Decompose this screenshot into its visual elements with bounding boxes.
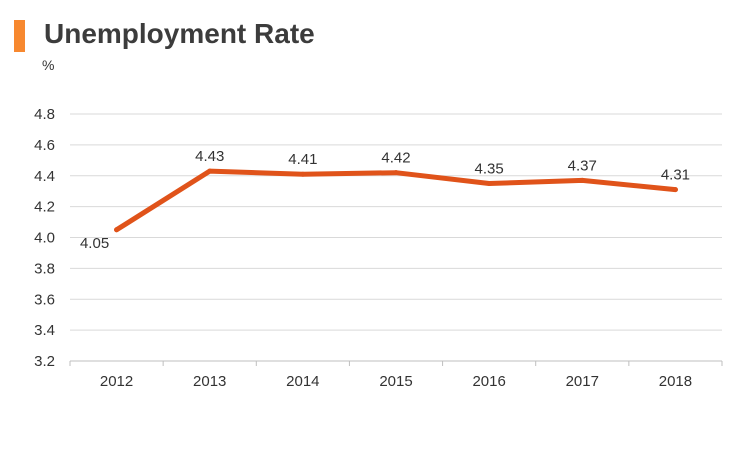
data-label-2014: 4.41 <box>288 151 317 168</box>
data-point-2016 <box>486 180 492 186</box>
data-point-2018 <box>672 187 678 193</box>
data-labels: 4.05 4.43 4.41 4.42 4.35 4.37 4.31 <box>80 148 690 252</box>
gridlines <box>70 113 722 331</box>
x-tick-label: 2017 <box>566 373 599 390</box>
data-point-2017 <box>579 177 585 183</box>
y-tick-label: 3.6 <box>34 291 55 308</box>
data-point-2012 <box>114 227 120 233</box>
title-accent-bar <box>14 20 25 52</box>
y-tick-label: 3.8 <box>34 260 55 277</box>
x-tick-label: 2015 <box>379 373 412 390</box>
x-tick-label: 2014 <box>286 373 319 390</box>
y-tick-label: 4.0 <box>34 230 55 247</box>
data-label-2012: 4.05 <box>80 235 109 252</box>
y-axis-ticks: 3.2 3.4 3.6 3.8 4.0 4.2 4.4 4.6 4.8 <box>34 106 55 370</box>
y-tick-label: 4.2 <box>34 199 55 216</box>
x-tick-label: 2016 <box>472 373 505 390</box>
y-tick-label: 3.4 <box>34 322 55 339</box>
y-axis-unit-label: % <box>42 57 55 73</box>
x-tick-label: 2012 <box>100 373 133 390</box>
chart-title: Unemployment Rate <box>44 18 315 49</box>
y-tick-label: 3.2 <box>34 353 55 370</box>
data-point-2014 <box>300 171 306 177</box>
x-tick-label: 2018 <box>659 373 692 390</box>
series-line <box>114 168 678 233</box>
y-tick-label: 4.6 <box>34 137 55 154</box>
data-points <box>114 168 678 233</box>
y-tick-label: 4.4 <box>34 168 55 185</box>
data-point-2015 <box>393 170 399 176</box>
data-label-2015: 4.42 <box>381 150 410 167</box>
data-label-2018: 4.31 <box>661 167 690 184</box>
x-tick-label: 2013 <box>193 373 226 390</box>
data-point-2013 <box>207 168 213 174</box>
y-tick-label: 4.8 <box>34 106 55 123</box>
x-axis-ticks: 2012 2013 2014 2015 2016 2017 2018 <box>69 361 723 390</box>
data-label-2017: 4.37 <box>568 157 597 174</box>
data-label-2016: 4.35 <box>475 160 504 177</box>
data-label-2013: 4.43 <box>195 148 224 165</box>
